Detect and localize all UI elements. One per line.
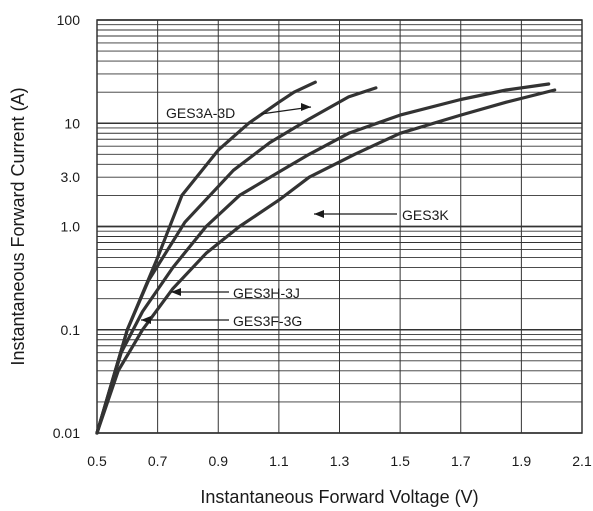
y-tick-label: 100 — [57, 12, 81, 28]
series-line-ges3f-3g — [95, 82, 551, 435]
x-tick-label: 1.5 — [390, 453, 410, 469]
x-tick-label: 1.7 — [451, 453, 471, 469]
annotation-arrow-head — [141, 316, 151, 324]
x-tick-label: 0.7 — [148, 453, 168, 469]
grid-lines — [96, 19, 583, 434]
y-axis-ticks: 0.01 0.1 1.0 3.0 10 100 — [53, 12, 80, 441]
x-axis-ticks: 0.5 0.7 0.9 1.1 1.3 1.5 1.7 1.9 2.1 — [87, 453, 592, 469]
x-tick-label: 1.1 — [269, 453, 289, 469]
series-line-ges3k — [95, 88, 557, 435]
y-tick-label: 0.1 — [61, 322, 81, 338]
x-tick-label: 1.9 — [512, 453, 532, 469]
annotation-arrow-head — [301, 103, 311, 111]
series-annotation-ges3k: GES3K — [402, 207, 449, 223]
y-tick-label: 3.0 — [61, 169, 81, 185]
y-tick-label: 0.01 — [53, 425, 80, 441]
series-annotation-ges3f-3g: GES3F-3G — [233, 313, 302, 329]
y-tick-label: 10 — [64, 115, 80, 131]
plot-frame — [96, 19, 583, 434]
x-axis-label: Instantaneous Forward Voltage (V) — [200, 487, 478, 507]
y-axis-label: Instantaneous Forward Current (A) — [8, 87, 28, 365]
series-annotation-ges3a-3d: GES3A-3D — [166, 105, 235, 121]
x-tick-label: 0.9 — [209, 453, 229, 469]
annotation-arrow-head — [314, 210, 324, 218]
series-annotation-ges3h-3j: GES3H-3J — [233, 285, 300, 301]
series-layer — [95, 80, 557, 435]
x-tick-label: 1.3 — [330, 453, 350, 469]
annotation-arrow-head — [171, 288, 181, 296]
annotation-layer: GES3A-3D GES3H-3J GES3F-3G GES3K — [141, 103, 449, 329]
series-line-ges3h-3j — [95, 86, 378, 435]
x-tick-label: 2.1 — [572, 453, 592, 469]
y-tick-label: 1.0 — [61, 219, 81, 235]
x-tick-label: 0.5 — [87, 453, 107, 469]
